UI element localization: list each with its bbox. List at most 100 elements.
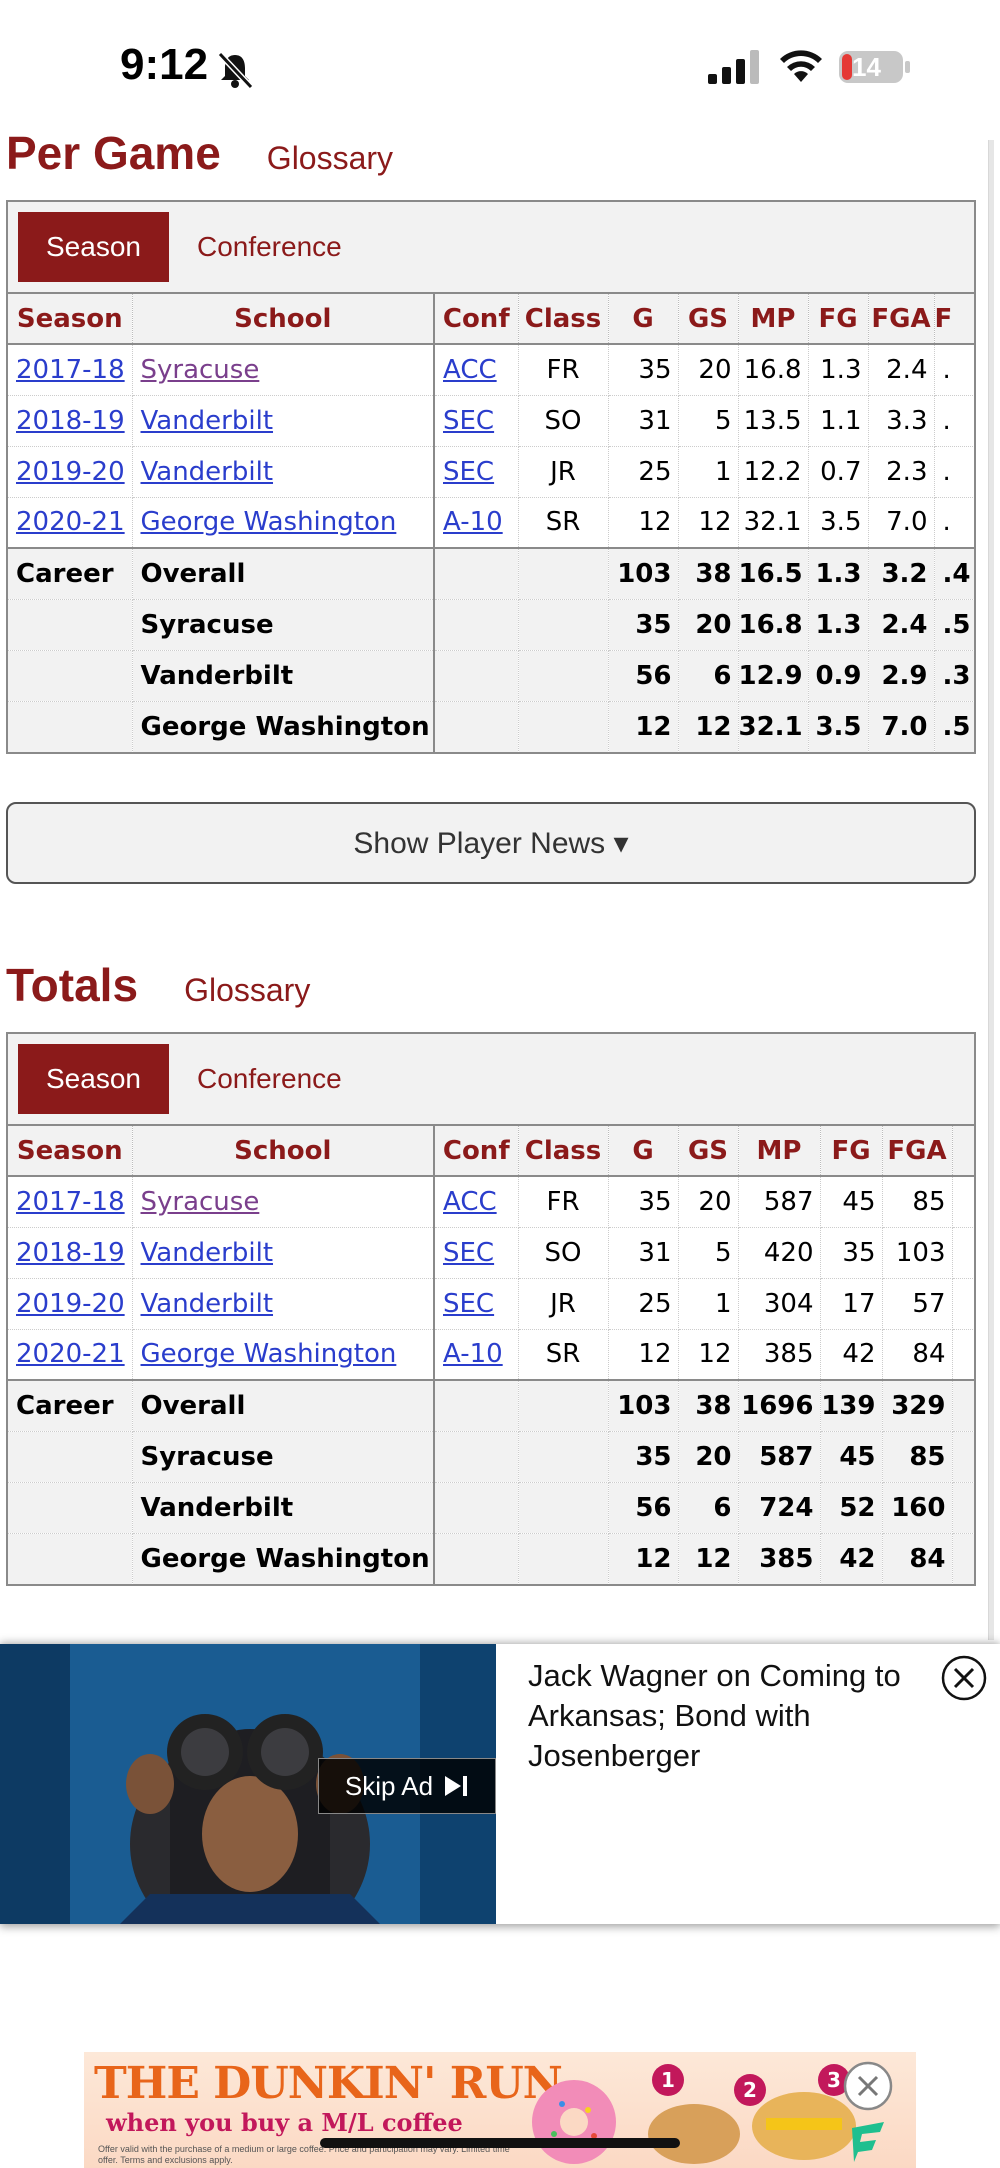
class-cell: JR: [518, 446, 609, 498]
g-cell: 25: [608, 446, 679, 498]
mp-cell: 724: [738, 1482, 821, 1534]
conf-link[interactable]: SEC: [443, 405, 495, 436]
fg-cell: 1.3: [808, 547, 869, 600]
col-class[interactable]: Class: [518, 294, 609, 345]
career-row: Vanderbilt 56 6 12.9 0.9 2.9 .3: [8, 650, 974, 702]
col-g[interactable]: G: [608, 1126, 679, 1177]
col-g[interactable]: G: [608, 294, 679, 345]
close-banner-icon[interactable]: [842, 2060, 894, 2112]
fg-cell: 0.9: [808, 650, 869, 702]
g-cell: 31: [608, 1227, 679, 1279]
battery-level: 14: [852, 52, 881, 82]
bell-muted-icon: [217, 51, 254, 90]
class-cell: SO: [518, 395, 609, 447]
tab-season[interactable]: Season: [18, 1044, 169, 1114]
conf-link[interactable]: SEC: [443, 1237, 495, 1268]
mp-cell: 304: [738, 1278, 821, 1330]
cellular-signal-icon: [708, 50, 759, 84]
col-mp[interactable]: MP: [738, 1126, 821, 1177]
school-link[interactable]: George Washington: [140, 507, 397, 538]
col-fg-pct-partial[interactable]: F: [934, 294, 974, 345]
school-link[interactable]: Vanderbilt: [140, 405, 274, 436]
school-link[interactable]: George Washington: [140, 1339, 397, 1370]
col-conf[interactable]: Conf: [434, 294, 519, 345]
season-link[interactable]: 2017-18: [16, 1186, 125, 1217]
season-link[interactable]: 2020-21: [16, 1339, 125, 1370]
tab-conference[interactable]: Conference: [196, 231, 342, 262]
skip-ad-label: Skip Ad: [344, 1770, 434, 1801]
col-gs[interactable]: GS: [678, 1126, 739, 1177]
table-row: 2018-19 Vanderbilt SEC SO 31 5 420 35 10…: [8, 1227, 974, 1279]
extra-cell: .: [934, 344, 974, 396]
conf-link[interactable]: A-10: [443, 507, 503, 538]
fg-cell: 3.5: [808, 701, 869, 752]
page-scrollbar[interactable]: [988, 140, 994, 1640]
season-link[interactable]: 2017-18: [16, 354, 125, 385]
g-cell: 35: [608, 599, 679, 651]
col-fga[interactable]: FGA: [868, 294, 935, 345]
video-ad[interactable]: Skip Ad Jack Wagner on Coming to Arkansa…: [0, 1644, 1000, 1924]
per-game-glossary-link[interactable]: Glossary: [266, 140, 394, 176]
col-season[interactable]: Season: [8, 294, 133, 345]
show-player-news-button[interactable]: Show Player News ▾: [6, 802, 976, 884]
fg-cell: 1.1: [808, 395, 869, 447]
col-conf[interactable]: Conf: [434, 1126, 519, 1177]
ad-headline[interactable]: Jack Wagner on Coming to Arkansas; Bond …: [528, 1658, 901, 1773]
fg-cell: 45: [820, 1431, 883, 1483]
col-fga[interactable]: FGA: [882, 1126, 953, 1177]
table-row: 2017-18 Syracuse ACC FR 35 20 587 45 85: [8, 1176, 974, 1228]
table-row: 2018-19 Vanderbilt SEC SO 31 5 13.5 1.1 …: [8, 395, 974, 447]
class-cell: FR: [518, 344, 609, 396]
season-link[interactable]: 2020-21: [16, 507, 125, 538]
mp-cell: 587: [738, 1431, 821, 1483]
battery-indicator: 14: [838, 48, 912, 86]
col-fg[interactable]: FG: [820, 1126, 883, 1177]
mp-cell: 385: [738, 1329, 821, 1381]
col-school[interactable]: School: [132, 1126, 435, 1177]
tab-conference[interactable]: Conference: [196, 1063, 342, 1094]
col-gs[interactable]: GS: [678, 294, 739, 345]
season-link[interactable]: 2019-20: [16, 1288, 125, 1319]
school-link[interactable]: Syracuse: [140, 354, 260, 385]
col-season[interactable]: Season: [8, 1126, 133, 1177]
video-player[interactable]: Skip Ad: [0, 1644, 496, 1924]
conf-link[interactable]: SEC: [443, 456, 495, 487]
per-game-table-container: Season Conference Season School Conf Cla…: [6, 200, 976, 754]
conf-link[interactable]: SEC: [443, 1288, 495, 1319]
career-label: [8, 650, 133, 702]
gs-cell: 20: [678, 344, 739, 396]
col-mp[interactable]: MP: [738, 294, 809, 345]
school-link[interactable]: Vanderbilt: [140, 456, 274, 487]
season-link[interactable]: 2018-19: [16, 1237, 125, 1268]
mp-cell: 587: [738, 1176, 821, 1228]
skip-ad-button[interactable]: Skip Ad: [318, 1758, 496, 1814]
close-ad-icon[interactable]: [940, 1654, 988, 1702]
g-cell: 56: [608, 1482, 679, 1534]
col-school[interactable]: School: [132, 294, 435, 345]
gs-cell: 20: [678, 1431, 739, 1483]
school-link[interactable]: Vanderbilt: [140, 1288, 274, 1319]
col-fg[interactable]: FG: [808, 294, 869, 345]
season-link[interactable]: 2019-20: [16, 456, 125, 487]
table-row: 2020-21 George Washington A-10 SR 12 12 …: [8, 497, 974, 549]
totals-glossary-link[interactable]: Glossary: [184, 972, 311, 1008]
totals-tabs: Season Conference: [8, 1034, 974, 1126]
banner-ad[interactable]: THE DUNKIN' RUN when you buy a M/L coffe…: [84, 2052, 916, 2168]
fga-cell: 57: [882, 1278, 953, 1330]
badge-3: 3: [827, 2068, 841, 2092]
conf-link[interactable]: ACC: [443, 354, 497, 385]
home-indicator[interactable]: [320, 2138, 680, 2148]
col-class[interactable]: Class: [518, 1126, 609, 1177]
fg-cell: 42: [820, 1329, 883, 1381]
conf-link[interactable]: ACC: [443, 1186, 497, 1217]
school-link[interactable]: Vanderbilt: [140, 1237, 274, 1268]
status-time: 9:12: [120, 40, 209, 89]
gs-cell: 12: [678, 497, 739, 549]
tab-season[interactable]: Season: [18, 212, 169, 282]
fg-cell: 139: [820, 1379, 883, 1432]
mp-cell: 1696: [738, 1379, 821, 1432]
conf-link[interactable]: A-10: [443, 1339, 503, 1370]
career-label: [8, 701, 133, 752]
season-link[interactable]: 2018-19: [16, 405, 125, 436]
school-link[interactable]: Syracuse: [140, 1186, 260, 1217]
